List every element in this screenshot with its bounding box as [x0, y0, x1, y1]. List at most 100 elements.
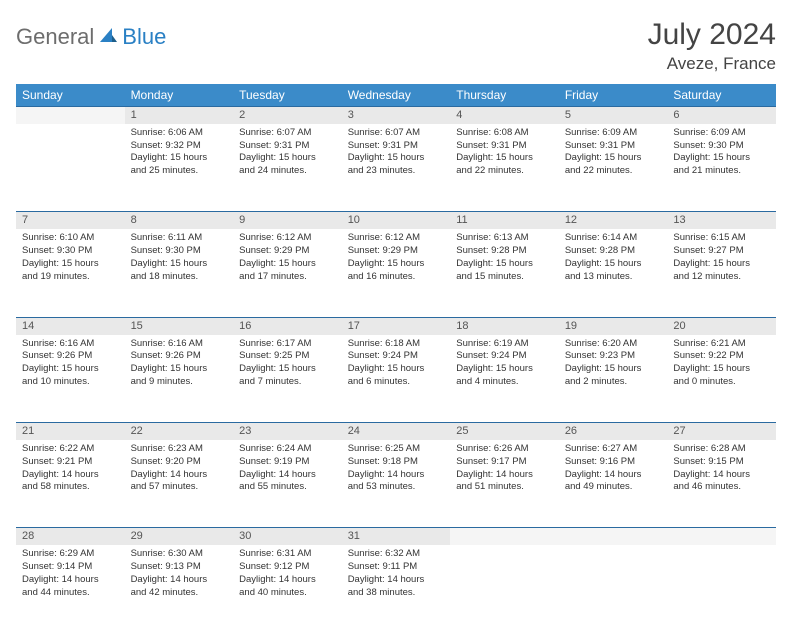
day-info-line: Daylight: 15 hours [22, 258, 119, 271]
day-info-line: Sunrise: 6:15 AM [673, 232, 770, 245]
day-number-cell: 15 [125, 317, 234, 334]
day-info-line: and 24 minutes. [239, 165, 336, 178]
day-info-line: and 10 minutes. [22, 376, 119, 389]
day-info-line: and 12 minutes. [673, 271, 770, 284]
day-info-line: Sunrise: 6:09 AM [565, 127, 662, 140]
day-info-line: Sunrise: 6:06 AM [131, 127, 228, 140]
day-info-cell: Sunrise: 6:12 AMSunset: 9:29 PMDaylight:… [342, 229, 451, 317]
weekday-header: Saturday [667, 84, 776, 107]
day-info-line: and 44 minutes. [22, 587, 119, 600]
day-info-line: Sunrise: 6:30 AM [131, 548, 228, 561]
day-info-line: and 55 minutes. [239, 481, 336, 494]
day-info-row: Sunrise: 6:10 AMSunset: 9:30 PMDaylight:… [16, 229, 776, 317]
day-info-line: Sunrise: 6:29 AM [22, 548, 119, 561]
day-info-line: and 22 minutes. [456, 165, 553, 178]
day-number-row: 123456 [16, 107, 776, 124]
weekday-header: Thursday [450, 84, 559, 107]
day-number-row: 28293031 [16, 528, 776, 545]
day-info-cell: Sunrise: 6:25 AMSunset: 9:18 PMDaylight:… [342, 440, 451, 528]
day-info-line: Daylight: 14 hours [348, 574, 445, 587]
day-number-cell: 28 [16, 528, 125, 545]
day-number-cell: 14 [16, 317, 125, 334]
day-info-line: Sunset: 9:29 PM [348, 245, 445, 258]
day-info-cell: Sunrise: 6:26 AMSunset: 9:17 PMDaylight:… [450, 440, 559, 528]
calendar-table: SundayMondayTuesdayWednesdayThursdayFrid… [16, 84, 776, 633]
day-number-cell [16, 107, 125, 124]
day-info-line: Sunrise: 6:18 AM [348, 338, 445, 351]
day-info-line: Sunset: 9:16 PM [565, 456, 662, 469]
day-info-line: Sunrise: 6:11 AM [131, 232, 228, 245]
day-number-cell: 18 [450, 317, 559, 334]
day-info-cell: Sunrise: 6:07 AMSunset: 9:31 PMDaylight:… [342, 124, 451, 212]
day-info-row: Sunrise: 6:22 AMSunset: 9:21 PMDaylight:… [16, 440, 776, 528]
day-info-line: Sunrise: 6:21 AM [673, 338, 770, 351]
weekday-header: Sunday [16, 84, 125, 107]
day-info-line: and 57 minutes. [131, 481, 228, 494]
day-info-line: and 22 minutes. [565, 165, 662, 178]
day-info-line: Sunset: 9:31 PM [348, 140, 445, 153]
day-number-cell: 7 [16, 212, 125, 229]
day-info-line: Sunset: 9:31 PM [456, 140, 553, 153]
day-info-cell: Sunrise: 6:11 AMSunset: 9:30 PMDaylight:… [125, 229, 234, 317]
day-info-line: Daylight: 14 hours [131, 469, 228, 482]
day-info-line: Sunset: 9:13 PM [131, 561, 228, 574]
day-info-line: Daylight: 15 hours [131, 363, 228, 376]
day-info-cell: Sunrise: 6:19 AMSunset: 9:24 PMDaylight:… [450, 335, 559, 423]
day-info-cell: Sunrise: 6:14 AMSunset: 9:28 PMDaylight:… [559, 229, 668, 317]
day-info-line: Sunset: 9:30 PM [131, 245, 228, 258]
day-info-cell: Sunrise: 6:31 AMSunset: 9:12 PMDaylight:… [233, 545, 342, 633]
day-number-cell: 24 [342, 423, 451, 440]
day-info-line: and 17 minutes. [239, 271, 336, 284]
day-info-line: Sunset: 9:30 PM [673, 140, 770, 153]
day-info-cell: Sunrise: 6:16 AMSunset: 9:26 PMDaylight:… [125, 335, 234, 423]
day-info-line: Sunrise: 6:32 AM [348, 548, 445, 561]
day-info-line: Sunset: 9:26 PM [131, 350, 228, 363]
day-info-line: Sunset: 9:25 PM [239, 350, 336, 363]
day-info-line: Sunset: 9:31 PM [565, 140, 662, 153]
day-info-line: Sunset: 9:27 PM [673, 245, 770, 258]
day-info-cell [450, 545, 559, 633]
day-info-cell: Sunrise: 6:28 AMSunset: 9:15 PMDaylight:… [667, 440, 776, 528]
day-info-line: Daylight: 15 hours [565, 363, 662, 376]
day-number-cell [667, 528, 776, 545]
day-number-cell: 27 [667, 423, 776, 440]
day-info-cell: Sunrise: 6:09 AMSunset: 9:31 PMDaylight:… [559, 124, 668, 212]
day-number-row: 21222324252627 [16, 423, 776, 440]
day-info-line: Sunset: 9:24 PM [348, 350, 445, 363]
day-info-line: and 16 minutes. [348, 271, 445, 284]
weekday-header: Monday [125, 84, 234, 107]
day-number-cell: 11 [450, 212, 559, 229]
day-info-row: Sunrise: 6:29 AMSunset: 9:14 PMDaylight:… [16, 545, 776, 633]
day-info-line: Daylight: 14 hours [239, 469, 336, 482]
day-info-line: and 23 minutes. [348, 165, 445, 178]
day-info-line: Sunset: 9:31 PM [239, 140, 336, 153]
day-info-line: Daylight: 14 hours [348, 469, 445, 482]
day-info-line: Sunset: 9:11 PM [348, 561, 445, 574]
day-number-cell: 8 [125, 212, 234, 229]
day-info-line: Sunrise: 6:28 AM [673, 443, 770, 456]
day-info-cell: Sunrise: 6:15 AMSunset: 9:27 PMDaylight:… [667, 229, 776, 317]
day-info-line: Sunset: 9:29 PM [239, 245, 336, 258]
day-info-line: Daylight: 15 hours [239, 152, 336, 165]
day-info-line: Sunrise: 6:13 AM [456, 232, 553, 245]
header: General Blue July 2024 Aveze, France [16, 18, 776, 74]
day-info-line: Sunrise: 6:16 AM [131, 338, 228, 351]
day-info-line: Sunrise: 6:19 AM [456, 338, 553, 351]
day-info-line: and 15 minutes. [456, 271, 553, 284]
day-info-line: Sunset: 9:30 PM [22, 245, 119, 258]
day-info-line: Daylight: 15 hours [131, 152, 228, 165]
day-info-cell: Sunrise: 6:29 AMSunset: 9:14 PMDaylight:… [16, 545, 125, 633]
day-number-cell: 16 [233, 317, 342, 334]
day-number-cell: 13 [667, 212, 776, 229]
day-number-cell: 1 [125, 107, 234, 124]
day-number-cell: 23 [233, 423, 342, 440]
day-info-row: Sunrise: 6:16 AMSunset: 9:26 PMDaylight:… [16, 335, 776, 423]
day-info-cell: Sunrise: 6:20 AMSunset: 9:23 PMDaylight:… [559, 335, 668, 423]
day-info-cell: Sunrise: 6:27 AMSunset: 9:16 PMDaylight:… [559, 440, 668, 528]
day-info-line: Sunset: 9:28 PM [456, 245, 553, 258]
logo-text-blue: Blue [122, 24, 166, 50]
day-number-cell: 30 [233, 528, 342, 545]
day-info-line: Sunset: 9:26 PM [22, 350, 119, 363]
day-info-line: and 49 minutes. [565, 481, 662, 494]
day-info-line: Sunrise: 6:24 AM [239, 443, 336, 456]
